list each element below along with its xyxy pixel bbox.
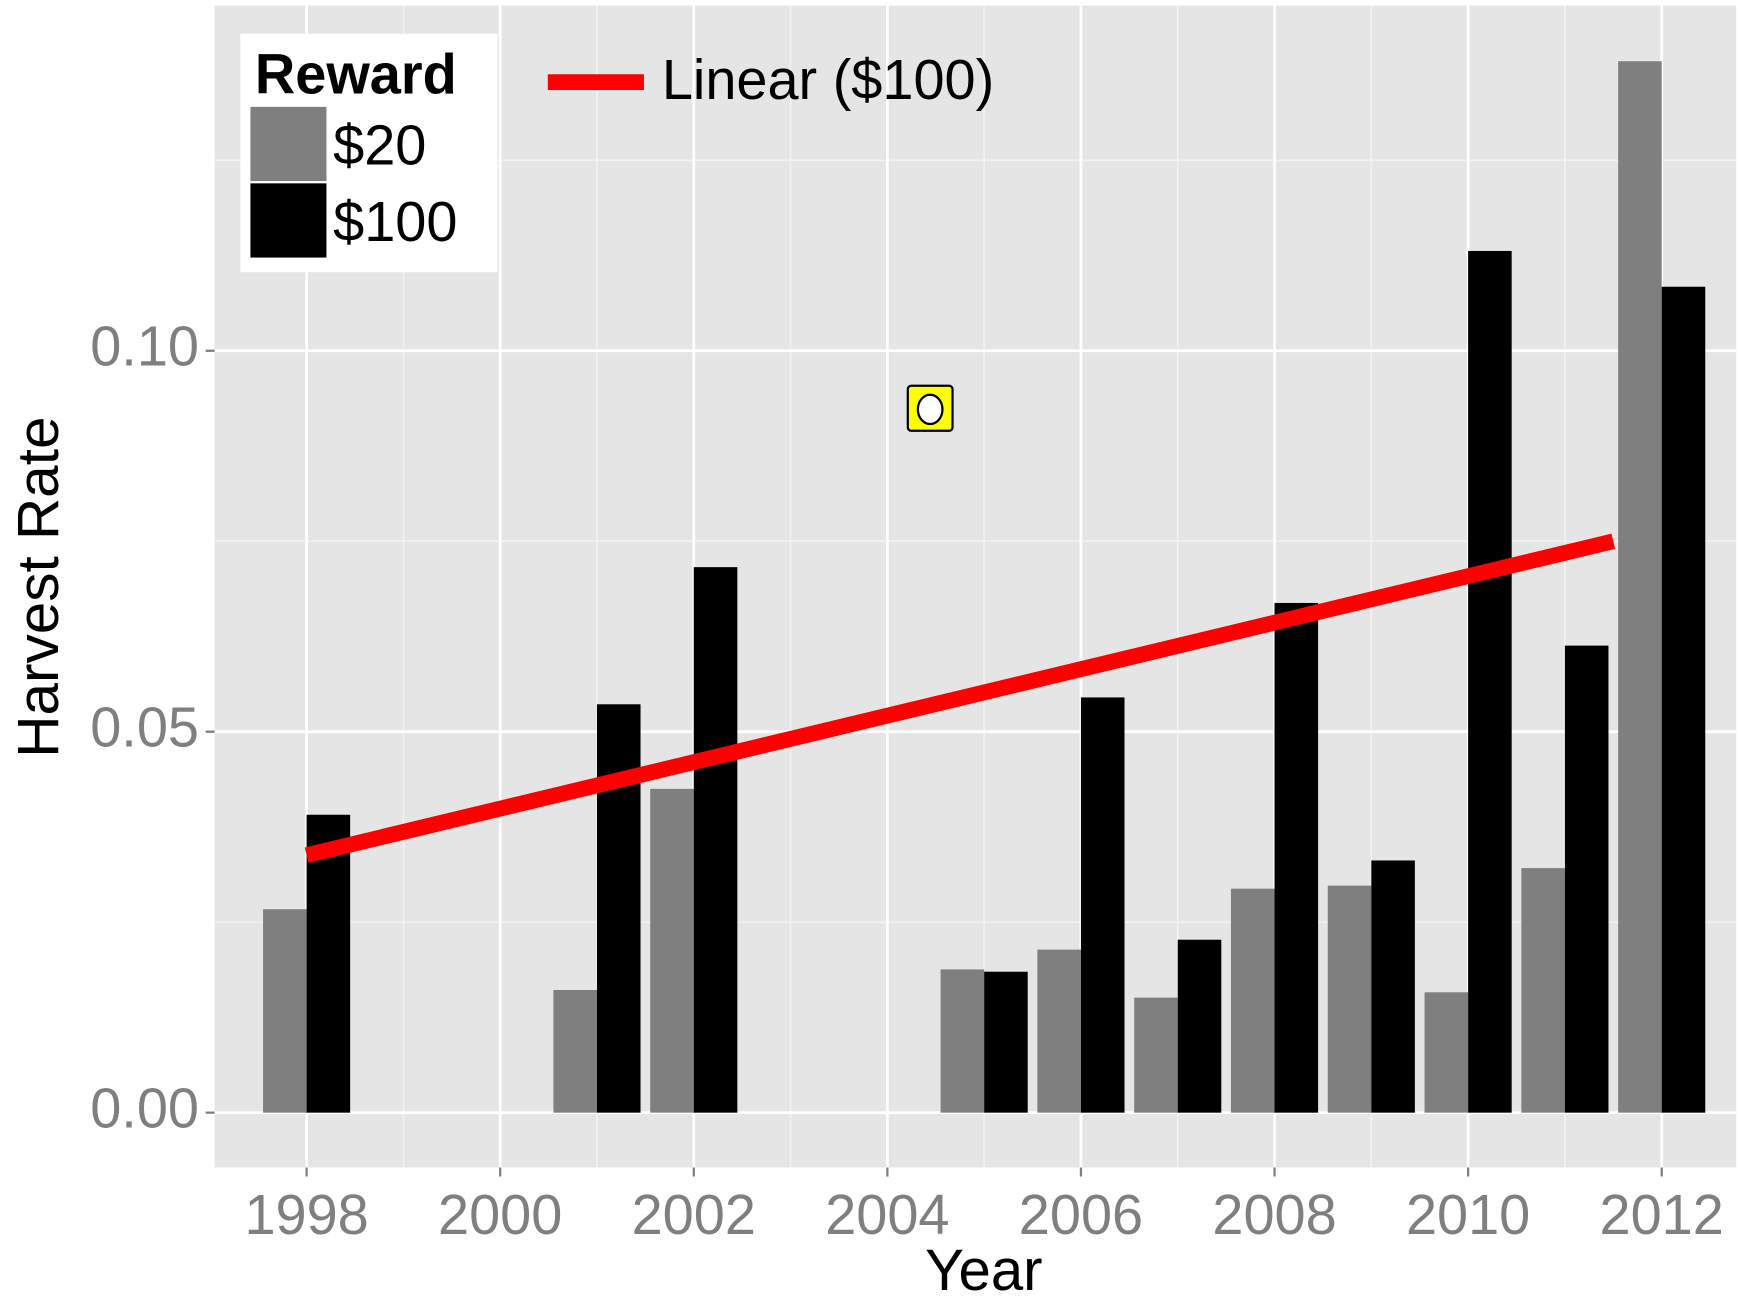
bar [1468,250,1512,1113]
bar [553,990,597,1113]
y-tick-label: 0.10 [90,314,199,377]
legend-label: Linear ($100) [662,48,994,111]
bar [596,704,641,1113]
x-tick-label: 1998 [244,1183,368,1246]
bar [1371,860,1415,1113]
trend-line [304,533,1616,863]
bar [1327,885,1372,1113]
x-tick-label: 2010 [1406,1183,1530,1246]
bar [306,814,351,1113]
bar [1177,939,1222,1113]
bar [1230,888,1275,1113]
x-tick-label: 2006 [1019,1183,1143,1246]
x-tick-label: 2004 [825,1183,949,1246]
bar [693,567,738,1113]
bar [1134,997,1178,1113]
y-tick-label: 0.05 [90,695,199,758]
bar [650,788,694,1113]
x-tick-label: 2008 [1212,1183,1336,1246]
bar [1037,949,1081,1113]
x-tick-label: 2000 [438,1183,562,1246]
legend-label: $100 [333,190,457,253]
bar [984,971,1028,1113]
legend-label: $20 [333,113,426,176]
bar [263,909,307,1113]
legend-swatch [250,106,327,182]
x-tick-label: 2002 [632,1183,756,1246]
x-tick-label: 2012 [1600,1183,1724,1246]
bar [1080,697,1125,1113]
bar [1274,602,1319,1113]
bar [1424,992,1469,1113]
bar [1521,868,1565,1113]
bar [1661,286,1706,1113]
y-axis-title: Harvest Rate [6,417,71,758]
icon [906,384,954,432]
bar [1564,645,1609,1113]
bar [1618,61,1662,1113]
x-axis-title: Year [925,1238,1042,1303]
legend-swatch [250,183,327,258]
y-tick-label: 0.00 [90,1076,199,1139]
bar [940,969,985,1113]
legend-title: Reward [255,42,457,105]
